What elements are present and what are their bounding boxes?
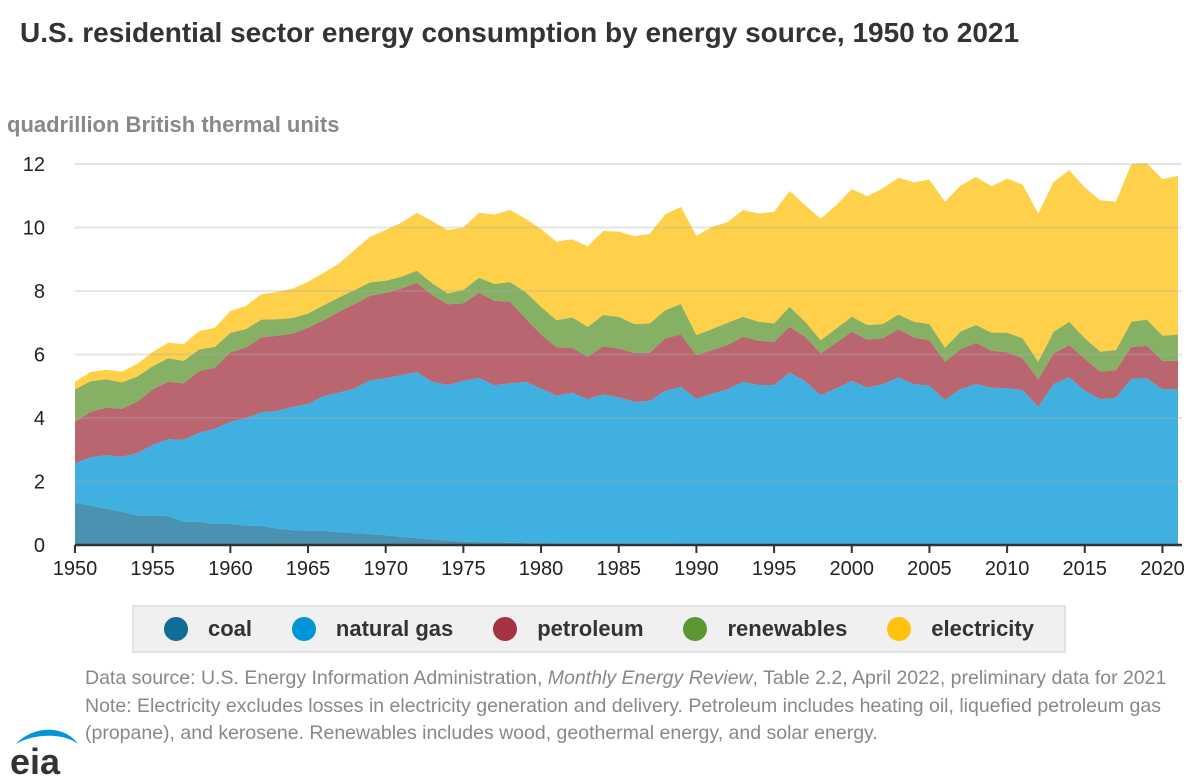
- y-tick-label: 2: [34, 472, 45, 494]
- area-coal: [75, 502, 1178, 545]
- x-tick-label: 1960: [208, 558, 253, 580]
- x-tick-label: 1955: [130, 558, 175, 580]
- area-electricity: [75, 163, 1178, 390]
- legend-label: coal: [207, 616, 252, 641]
- logo-text: eia: [10, 741, 61, 778]
- x-tick-label: 2010: [985, 558, 1030, 580]
- source-text-suffix: , Table 2.2, April 2022, preliminary dat…: [752, 667, 1167, 689]
- x-tick-label: 1990: [674, 558, 719, 580]
- stacked-area-chart: 0 2 4 6 8 10 12 1950 1955 1960 1965 1970 1975 1980 19…: [23, 154, 1185, 580]
- area-natural-gas: [75, 372, 1178, 545]
- source-publication: Monthly Energy Review: [547, 667, 753, 689]
- area-renewables: [75, 270, 1178, 422]
- legend-label: petroleum: [537, 616, 644, 641]
- x-tick-label: 1970: [363, 558, 408, 580]
- legend-swatch-coal: [163, 617, 188, 641]
- x-tick-label: 2015: [1063, 558, 1108, 580]
- x-tick-label: 1965: [286, 558, 331, 580]
- y-tick-label: 10: [23, 218, 45, 240]
- y-tick-label: 0: [34, 535, 45, 557]
- x-tick-label: 1985: [596, 558, 641, 580]
- x-tick-label: 1950: [53, 558, 98, 580]
- x-tick-label: 2020: [1140, 558, 1185, 580]
- legend-item-natural-gas[interactable]: natural gas: [291, 616, 454, 642]
- legend-label: electricity: [931, 616, 1034, 641]
- legend-label: natural gas: [335, 616, 454, 641]
- legend-item-coal[interactable]: coal: [163, 616, 252, 642]
- legend: coal natural gas petroleum renewables el…: [132, 605, 1066, 653]
- y-tick-label: 6: [34, 345, 45, 367]
- y-tick-label: 4: [34, 408, 45, 430]
- legend-item-renewables[interactable]: renewables: [683, 616, 847, 642]
- logo-swoosh-icon: [16, 729, 78, 744]
- legend-swatch-petroleum: [493, 617, 518, 641]
- x-tick-label: 1995: [752, 558, 797, 580]
- x-tick-label: 2000: [830, 558, 875, 580]
- chart-title: U.S. residential sector energy consumpti…: [20, 17, 1020, 48]
- legend-item-electricity[interactable]: electricity: [887, 616, 1034, 642]
- x-tick-label: 1980: [519, 558, 564, 580]
- legend-item-petroleum[interactable]: petroleum: [493, 616, 644, 642]
- data-source-note: Data source: U.S. Energy Information Adm…: [85, 665, 1185, 693]
- x-tick-label: 2005: [907, 558, 952, 580]
- legend-swatch-renewables: [683, 617, 708, 641]
- y-axis-label: quadrillion British thermal units: [7, 112, 340, 137]
- source-text: Data source: U.S. Energy Information Adm…: [85, 667, 548, 689]
- footnotes: Data source: U.S. Energy Information Adm…: [85, 665, 1185, 748]
- legend-swatch-electricity: [887, 617, 912, 641]
- eia-logo: eia: [10, 729, 78, 778]
- legend-label: renewables: [727, 616, 848, 641]
- area-petroleum: [75, 282, 1178, 464]
- legend-swatch-natural-gas: [291, 617, 316, 641]
- y-tick-label: 8: [34, 281, 45, 303]
- definition-note: Note: Electricity excludes losses in ele…: [85, 694, 1161, 745]
- x-tick-label: 1975: [441, 558, 486, 580]
- y-tick-label: 12: [23, 154, 45, 176]
